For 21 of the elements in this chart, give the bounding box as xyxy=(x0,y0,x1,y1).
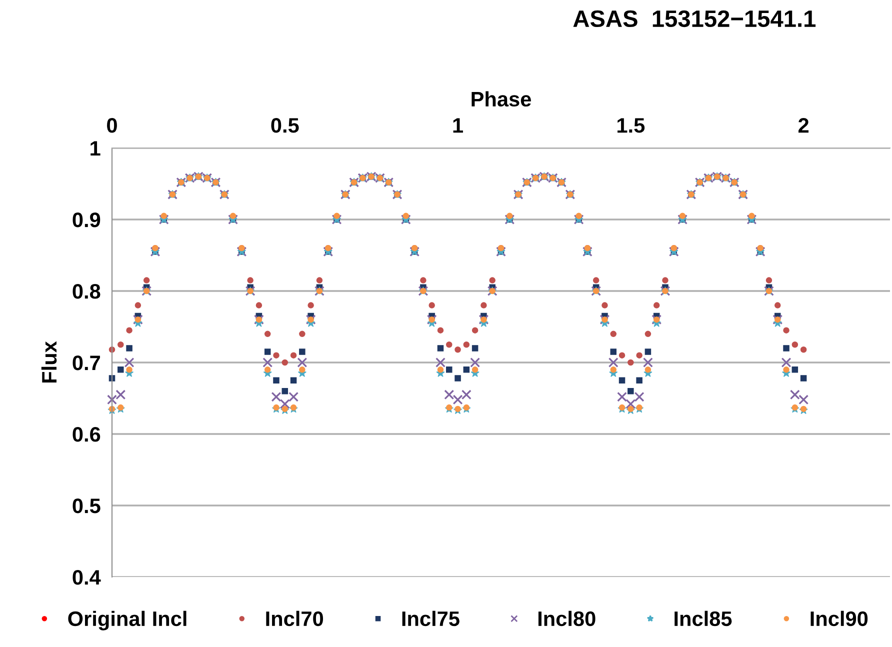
x-tick-label: 2 xyxy=(798,118,809,133)
x-tick-label: 1.5 xyxy=(618,118,645,133)
legend-label: Incl75 xyxy=(402,610,460,626)
legend-label: Incl90 xyxy=(810,610,868,626)
legend-label: Incl85 xyxy=(674,610,732,626)
x-axis-title: Phase xyxy=(472,91,531,107)
y-tick-label: 1 xyxy=(90,141,100,156)
y-tick-label: 0.4 xyxy=(72,570,101,585)
x-tick-label: 1 xyxy=(453,118,463,133)
legend-label: Incl80 xyxy=(538,610,596,626)
y-axis-title: Flux xyxy=(41,341,57,383)
y-tick-label: 0.8 xyxy=(72,284,100,299)
y-tick-label: 0.5 xyxy=(72,498,100,514)
y-tick-label: 0.7 xyxy=(72,356,100,370)
y-tick-label: 0.9 xyxy=(72,212,100,228)
legend-label: Incl70 xyxy=(266,610,324,626)
y-tick-label: 0.6 xyxy=(72,427,100,442)
legend-label: Original Incl xyxy=(68,610,186,630)
x-tick-label: 0.5 xyxy=(271,118,299,133)
x-tick-label: 0 xyxy=(107,118,117,133)
chart-title: ASAS 153152−1541.1 xyxy=(573,10,816,28)
